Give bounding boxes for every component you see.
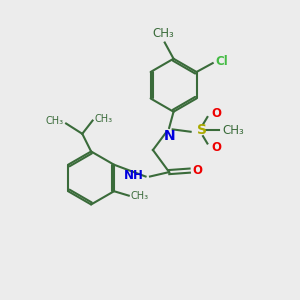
Text: S: S bbox=[196, 123, 206, 137]
Text: CH₃: CH₃ bbox=[46, 116, 64, 126]
Text: CH₃: CH₃ bbox=[94, 114, 113, 124]
Text: N: N bbox=[163, 129, 175, 143]
Text: CH₃: CH₃ bbox=[130, 190, 148, 201]
Text: O: O bbox=[211, 141, 221, 154]
Text: O: O bbox=[211, 107, 221, 120]
Text: CH₃: CH₃ bbox=[222, 124, 244, 137]
Text: Cl: Cl bbox=[215, 55, 228, 68]
Text: CH₃: CH₃ bbox=[152, 27, 174, 40]
Text: O: O bbox=[193, 164, 203, 177]
Text: NH: NH bbox=[124, 169, 144, 182]
